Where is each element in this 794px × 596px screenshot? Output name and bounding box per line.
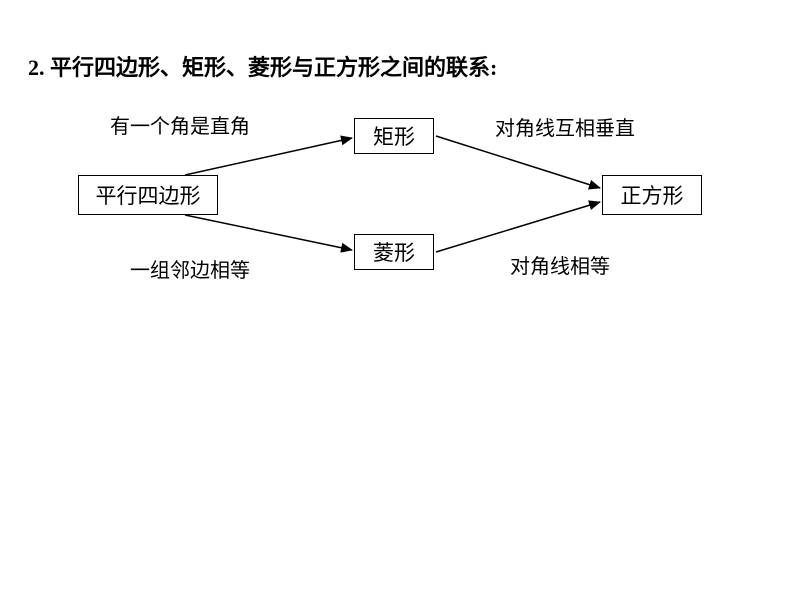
node-label: 矩形 <box>373 121 415 151</box>
node-label: 平行四边形 <box>96 180 201 210</box>
edge-label-to-rectangle: 有一个角是直角 <box>110 110 250 139</box>
node-rhombus: 菱形 <box>354 234 434 270</box>
title-number: 2. <box>28 55 45 80</box>
edge-label-to-rhombus: 一组邻边相等 <box>130 254 250 283</box>
node-label: 菱形 <box>373 237 415 267</box>
node-parallelogram: 平行四边形 <box>78 175 218 215</box>
title-text: 平行四边形、矩形、菱形与正方形之间的联系: <box>50 55 497 80</box>
page-title: 2. 平行四边形、矩形、菱形与正方形之间的联系: <box>28 50 497 82</box>
edge-label-rect-to-square: 对角线互相垂直 <box>495 112 635 141</box>
arrow-layer <box>0 0 794 596</box>
page: 2. 平行四边形、矩形、菱形与正方形之间的联系: 平行四边形 矩形 菱形 正方形… <box>0 0 794 596</box>
edge-label-rhom-to-square: 对角线相等 <box>510 250 610 279</box>
node-rectangle: 矩形 <box>354 118 434 154</box>
node-square: 正方形 <box>602 175 702 215</box>
node-label: 正方形 <box>621 180 684 210</box>
